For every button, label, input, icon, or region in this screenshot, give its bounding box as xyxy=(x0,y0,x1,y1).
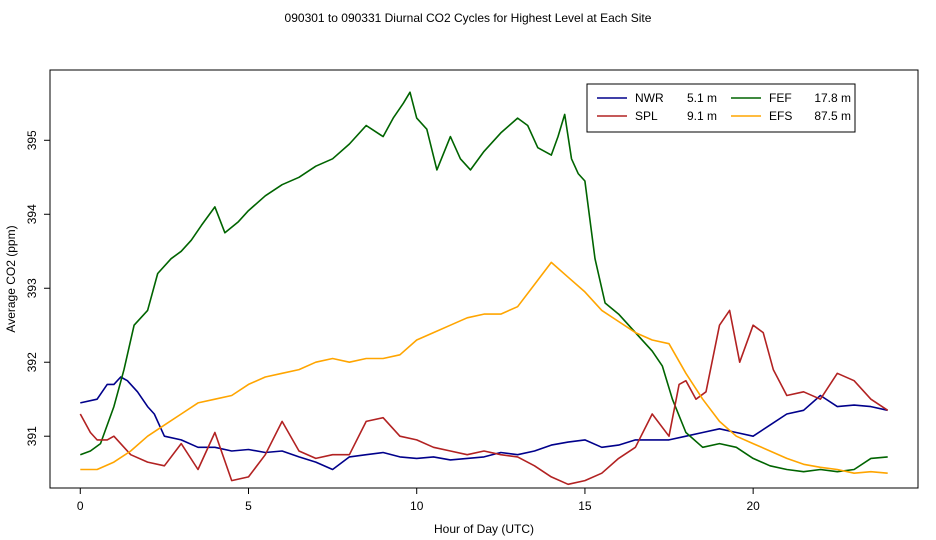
x-tick-label: 10 xyxy=(410,499,424,513)
legend-label-nwr: NWR xyxy=(635,91,664,105)
y-tick-label: 394 xyxy=(25,204,39,224)
series-line-spl xyxy=(79,309,889,486)
legend-label-fef: FEF xyxy=(769,91,792,105)
legend-height-fef: 17.8 m xyxy=(814,91,851,105)
y-tick-label: 391 xyxy=(25,426,39,446)
legend-label-efs: EFS xyxy=(769,109,792,123)
legend-height-efs: 87.5 m xyxy=(814,109,851,123)
legend-label-spl: SPL xyxy=(635,109,658,123)
series-layer xyxy=(79,91,889,486)
x-axis: 0 5 10 15 20 xyxy=(77,487,760,513)
x-tick-label: 15 xyxy=(578,499,592,513)
series-line-nwr xyxy=(80,376,888,471)
legend-height-spl: 9.1 m xyxy=(687,109,717,123)
y-axis: 391 392 393 394 395 xyxy=(25,130,51,446)
legend-box xyxy=(586,83,856,133)
x-axis-label: Hour of Day (UTC) xyxy=(434,522,534,536)
series-line-efs xyxy=(80,261,888,475)
x-tick-label: 5 xyxy=(245,499,252,513)
plot-frame xyxy=(49,69,919,489)
y-axis-label: Average CO2 (ppm) xyxy=(4,225,18,332)
y-tick-label: 393 xyxy=(25,278,39,298)
legend-height-nwr: 5.1 m xyxy=(687,91,717,105)
chart-title: 090301 to 090331 Diurnal CO2 Cycles for … xyxy=(285,11,652,25)
x-tick-label: 0 xyxy=(77,499,84,513)
y-tick-label: 395 xyxy=(25,130,39,150)
y-tick-label: 392 xyxy=(25,352,39,372)
x-tick-label: 20 xyxy=(746,499,760,513)
legend: NWR 5.1 m FEF 17.8 m SPL 9.1 m EFS 87.5 m xyxy=(586,83,856,133)
series-line-fef xyxy=(80,91,888,473)
